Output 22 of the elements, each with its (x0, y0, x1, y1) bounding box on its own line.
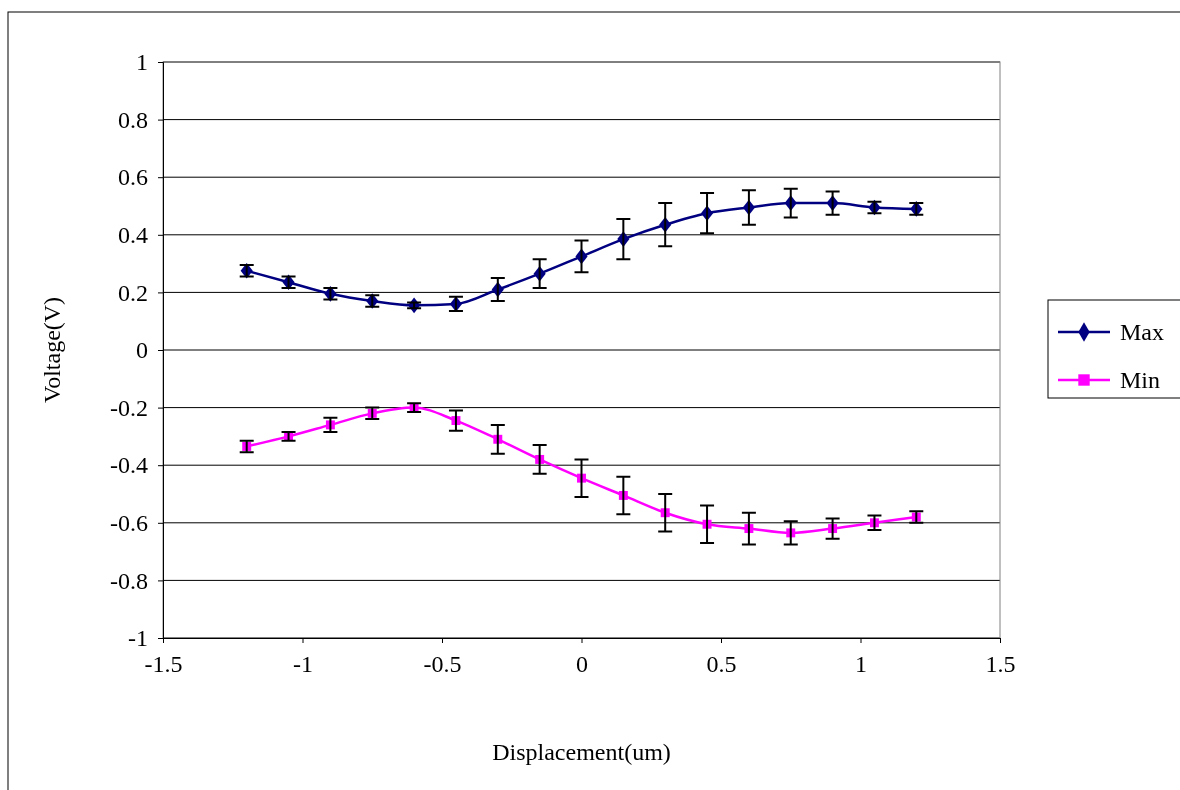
x-axis-title: Displacement(um) (492, 739, 671, 765)
y-tick-label: 0.4 (118, 221, 148, 248)
x-tick-label: -0.5 (423, 651, 462, 678)
x-tick-label: -1.5 (144, 651, 183, 678)
y-tick-label: -0.8 (110, 567, 148, 594)
x-tick-label: 0.5 (706, 651, 737, 678)
x-tick-label: 1 (855, 651, 867, 678)
y-tick-label: 0.6 (118, 164, 148, 191)
y-tick-label: 0.8 (118, 106, 148, 133)
y-tick-label: 0.2 (118, 279, 148, 306)
legend-label: Min (1120, 367, 1161, 393)
x-tick-label: -1 (293, 651, 313, 678)
y-tick-label: -0.6 (110, 509, 148, 536)
y-tick-label: 1 (136, 49, 148, 76)
y-tick-label: -0.4 (110, 452, 148, 479)
x-tick-label: 0 (576, 651, 588, 678)
y-tick-label: 0 (136, 337, 148, 364)
y-axis-title: Voltage(V) (39, 296, 65, 404)
y-tick-label: -1 (128, 625, 148, 652)
legend-label: Max (1120, 319, 1164, 345)
x-tick-label: 1.5 (985, 651, 1016, 678)
y-tick-label: -0.2 (110, 394, 148, 421)
